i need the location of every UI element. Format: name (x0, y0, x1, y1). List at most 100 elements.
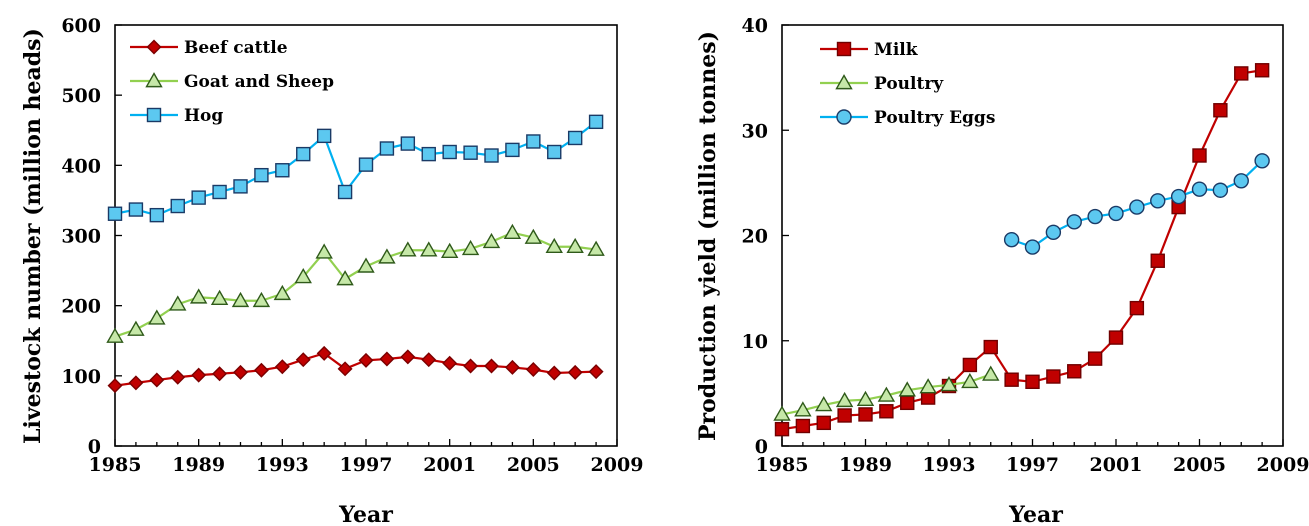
series-line (114, 352, 597, 387)
data-point (1129, 300, 1145, 316)
data-point (1024, 239, 1041, 255)
series-beef-cattle (107, 345, 604, 394)
data-point (358, 157, 374, 172)
data-point (815, 396, 833, 412)
data-point (379, 141, 395, 156)
data-point (795, 418, 811, 434)
legend-item: Goat and Sheep (130, 72, 334, 92)
data-point (170, 198, 185, 214)
y-tick-label: 30 (742, 120, 768, 142)
data-point (1150, 253, 1165, 268)
legend-label: Beef cattle (184, 38, 288, 58)
data-point (400, 349, 416, 365)
data-point (252, 291, 271, 308)
x-tick-label: 2005 (1173, 454, 1226, 476)
data-point (148, 309, 166, 325)
data-point (546, 365, 562, 381)
series-goat-and-sheep (106, 223, 605, 343)
data-point (107, 378, 123, 394)
data-point (816, 415, 831, 431)
data-point (294, 267, 312, 284)
legend-item: Poultry Eggs (820, 108, 995, 128)
data-point (1213, 103, 1228, 118)
y-tick-label: 10 (742, 331, 768, 353)
data-point (1025, 374, 1040, 389)
data-point (1234, 66, 1249, 81)
data-point (400, 136, 416, 151)
data-point (1192, 148, 1207, 163)
data-point (1191, 181, 1208, 197)
data-point (773, 405, 791, 421)
x-tick-label: 2001 (423, 454, 476, 476)
data-point (358, 352, 374, 368)
data-point (837, 408, 852, 423)
data-point (774, 421, 790, 437)
legend-marker (836, 41, 852, 57)
data-point (1087, 208, 1103, 225)
data-point (1150, 193, 1166, 209)
data-point (128, 202, 144, 217)
data-point (212, 366, 228, 382)
data-point (107, 206, 123, 221)
data-point (399, 241, 417, 257)
series-line (114, 120, 597, 217)
data-point (295, 352, 311, 368)
x-tick-label: 2001 (1090, 454, 1143, 476)
y-tick-label: 20 (742, 226, 768, 248)
data-point (835, 391, 854, 408)
data-point (421, 352, 437, 368)
data-point (421, 146, 436, 162)
legend-item: Milk (820, 40, 919, 60)
data-point (1004, 372, 1019, 387)
x-tick-label: 1997 (340, 454, 393, 476)
data-point (231, 291, 250, 308)
y-tick-label: 500 (61, 85, 101, 107)
data-point (379, 351, 395, 367)
data-point (1212, 182, 1229, 198)
data-point (982, 365, 1000, 381)
data-point (900, 395, 915, 411)
data-point (503, 223, 522, 240)
data-point (378, 248, 396, 264)
data-point (191, 190, 206, 205)
data-point (169, 295, 187, 311)
data-point (879, 404, 894, 419)
x-axis-title: Year (1008, 502, 1063, 526)
x-tick-label: 1993 (256, 454, 309, 476)
data-point (1066, 214, 1082, 230)
data-point (1067, 364, 1082, 379)
data-point (191, 367, 207, 383)
data-point (482, 232, 501, 249)
y-tick-label: 0 (755, 436, 768, 458)
data-point (463, 145, 478, 160)
data-point (440, 242, 459, 258)
x-tick-label: 2009 (591, 454, 644, 476)
y-tick-label: 40 (742, 15, 768, 37)
legend-label: Goat and Sheep (184, 72, 334, 92)
data-point (1254, 63, 1270, 78)
data-point (1254, 153, 1270, 169)
data-point (296, 146, 311, 162)
data-point (919, 378, 937, 394)
data-point (961, 372, 979, 389)
data-point (526, 134, 541, 149)
data-point (337, 361, 353, 377)
data-point (420, 241, 438, 257)
legend-item: Beef cattle (130, 38, 288, 58)
legend-marker (835, 74, 853, 90)
data-point (233, 364, 248, 380)
data-point (316, 128, 332, 144)
data-point (233, 179, 248, 194)
series-poultry-eggs (1003, 153, 1270, 255)
data-point (484, 148, 499, 163)
data-point (316, 345, 332, 361)
legend-marker (836, 109, 852, 125)
legend-marker (146, 107, 162, 123)
chart-1: 1985 1989 1993 1997 2001 2005 2009 0 100 200 300 40… (20, 15, 643, 526)
y-tick-label: 600 (61, 15, 101, 37)
legend-marker (145, 72, 163, 88)
data-point (106, 327, 124, 343)
data-point (1046, 369, 1061, 384)
data-point (254, 167, 269, 183)
